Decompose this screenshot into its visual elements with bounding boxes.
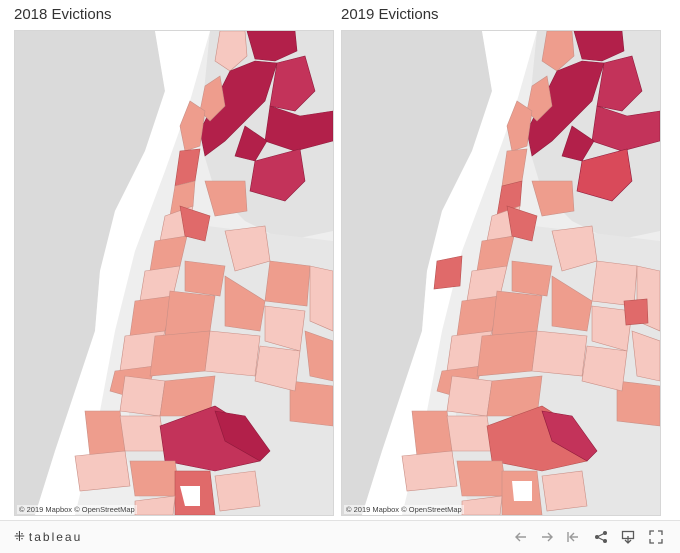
map-attribution[interactable]: © 2019 Mapbox © OpenStreetMap (344, 505, 464, 514)
map-canvas[interactable] (15, 31, 333, 515)
panel-title: 2018 Evictions (14, 6, 112, 23)
revert-button[interactable] (562, 526, 584, 548)
brand-name: tableau (28, 530, 83, 544)
panel-title: 2019 Evictions (341, 6, 439, 23)
revert-icon (567, 532, 578, 542)
redo-button[interactable] (536, 526, 558, 548)
redo-icon (542, 532, 553, 542)
fullscreen-icon (649, 530, 663, 544)
share-button[interactable] (590, 526, 612, 548)
download-button[interactable] (617, 526, 639, 548)
tableau-logo[interactable]: ⁜ tableau (14, 529, 82, 545)
undo-button[interactable] (510, 526, 532, 548)
map-attribution[interactable]: © 2019 Mapbox © OpenStreetMap (17, 505, 137, 514)
fullscreen-button[interactable] (645, 526, 667, 548)
map-canvas[interactable] (342, 31, 660, 515)
undo-icon (515, 532, 526, 542)
share-icon (595, 531, 607, 543)
tableau-toolbar: ⁜ tableau (0, 520, 680, 553)
choropleth-map-2019[interactable]: © 2019 Mapbox © OpenStreetMap (341, 30, 661, 516)
tableau-plus-icon: ⁜ (14, 529, 25, 544)
choropleth-map-2018[interactable]: © 2019 Mapbox © OpenStreetMap (14, 30, 334, 516)
download-icon (621, 530, 635, 544)
